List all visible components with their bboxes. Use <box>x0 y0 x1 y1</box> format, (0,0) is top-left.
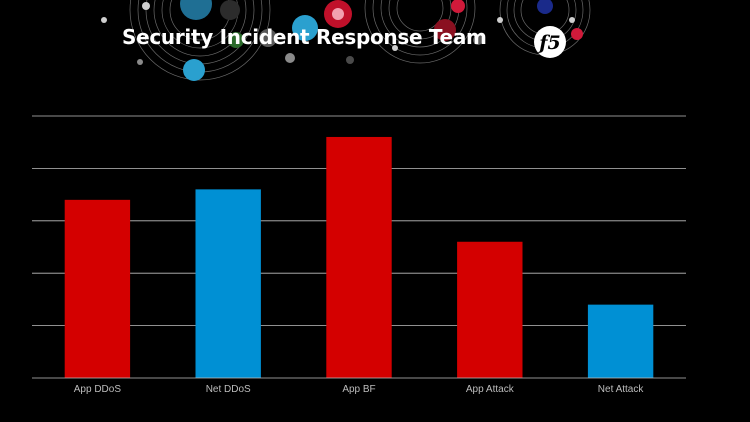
bar-app-ddos <box>64 199 131 378</box>
f5-logo-icon: f5 <box>534 26 566 58</box>
bars <box>64 136 654 378</box>
svg-text:f5: f5 <box>537 32 560 54</box>
x-tick-label: App DDoS <box>74 384 122 395</box>
x-tick-label: Net DDoS <box>206 384 251 395</box>
x-tick-labels: App DDoS Net DDoS App BF App Attack Net Atta… <box>74 384 645 395</box>
slide-title: Security Incident Response Team <box>122 25 487 49</box>
bar-net-ddos <box>195 189 261 378</box>
bar-net-attack <box>587 304 654 378</box>
bar-app-bf <box>326 136 392 378</box>
x-tick-label: App BF <box>342 384 375 395</box>
x-tick-label: App Attack <box>466 384 515 395</box>
x-tick-label: Net Attack <box>598 384 645 395</box>
bar-app-attack <box>457 241 523 378</box>
